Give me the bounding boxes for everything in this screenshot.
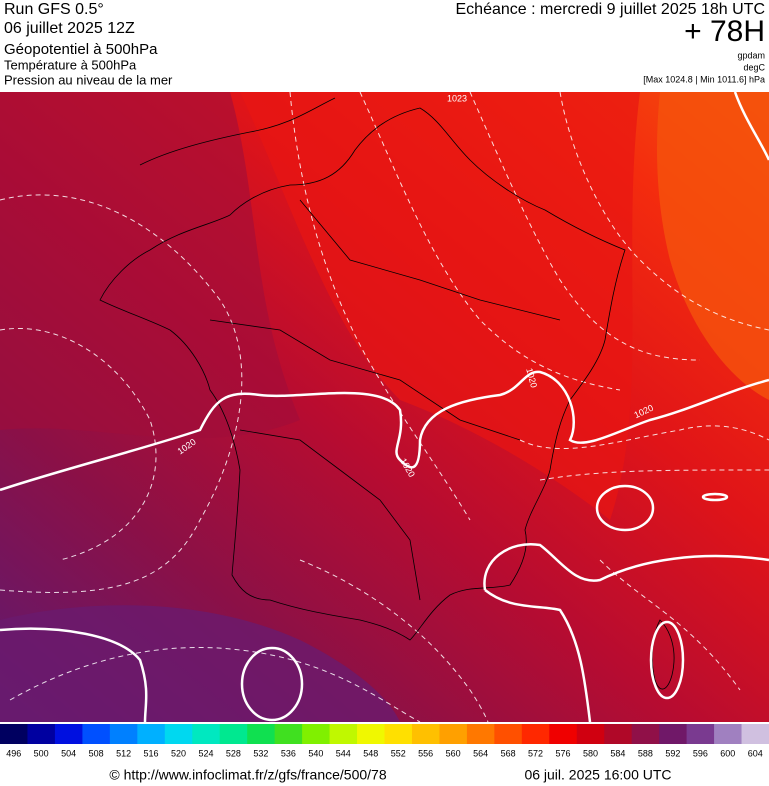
legend-label: 508 bbox=[89, 748, 104, 758]
legend-swatch bbox=[109, 724, 138, 744]
legend-swatch bbox=[137, 724, 166, 744]
legend-swatch bbox=[54, 724, 83, 744]
legend-swatch bbox=[0, 724, 28, 744]
legend-swatch bbox=[659, 724, 688, 744]
coastlines bbox=[99, 97, 675, 690]
legend-swatch bbox=[82, 724, 111, 744]
legend-label: 536 bbox=[281, 748, 296, 758]
legend-swatch bbox=[604, 724, 633, 744]
legend-swatch bbox=[411, 724, 440, 744]
legend-label: 516 bbox=[144, 748, 159, 758]
legend-swatch bbox=[741, 724, 769, 744]
legend-swatch bbox=[164, 724, 193, 744]
legend-label: 552 bbox=[391, 748, 406, 758]
legend-swatch bbox=[357, 724, 385, 744]
unit-temp: degC bbox=[743, 62, 765, 72]
legend-label: 572 bbox=[528, 748, 543, 758]
lead-time: + 78H bbox=[684, 15, 765, 48]
field-pressure: Pression au niveau de la mer bbox=[4, 72, 173, 87]
legend-label: 524 bbox=[198, 748, 213, 758]
legend-label: 496 bbox=[6, 748, 21, 758]
legend-label: 584 bbox=[610, 748, 625, 758]
legend-swatch bbox=[439, 724, 468, 744]
legend-swatch bbox=[686, 724, 715, 744]
echeance: Echéance : mercredi 9 juillet 2025 18h U… bbox=[456, 1, 766, 18]
legend-swatch bbox=[576, 724, 605, 744]
legend-label: 500 bbox=[34, 748, 49, 758]
run-label: Run GFS 0.5° bbox=[4, 1, 104, 18]
legend-label: 564 bbox=[473, 748, 488, 758]
map bbox=[0, 92, 769, 722]
legend-label: 520 bbox=[171, 748, 186, 758]
legend-swatch bbox=[329, 724, 358, 744]
legend-label: 560 bbox=[446, 748, 461, 758]
legend-label: 604 bbox=[748, 748, 763, 758]
legend-swatch bbox=[631, 724, 660, 744]
unit-geo: gpdam bbox=[737, 50, 765, 60]
legend-swatch bbox=[302, 724, 331, 744]
legend-swatch bbox=[466, 724, 495, 744]
isotherms bbox=[0, 92, 769, 722]
field-temp: Température à 500hPa bbox=[4, 57, 137, 72]
legend-label: 580 bbox=[583, 748, 598, 758]
field-main: Géopotentiel à 500hPa bbox=[4, 41, 158, 58]
legend-label: 592 bbox=[665, 748, 680, 758]
field-zone bbox=[240, 92, 640, 520]
legend-swatch bbox=[192, 724, 221, 744]
isobar-label: 1023 bbox=[447, 93, 467, 103]
legend-swatch bbox=[27, 724, 56, 744]
legend-label: 600 bbox=[720, 748, 735, 758]
legend: 496 500 504 508 512 516 520 524 528 532 536 540 544 5… bbox=[0, 724, 769, 758]
legend-swatch bbox=[219, 724, 248, 744]
footer-timestamp: 06 juil. 2025 16:00 UTC bbox=[524, 767, 671, 783]
legend-swatch bbox=[549, 724, 578, 744]
run-date: 06 juillet 2025 12Z bbox=[4, 20, 135, 37]
legend-swatch bbox=[384, 724, 413, 744]
legend-swatch bbox=[247, 724, 276, 744]
legend-label: 556 bbox=[418, 748, 433, 758]
legend-label: 540 bbox=[308, 748, 323, 758]
legend-label: 504 bbox=[61, 748, 76, 758]
footer-url: © http://www.infoclimat.fr/z/gfs/france/… bbox=[109, 767, 386, 783]
legend-label: 544 bbox=[336, 748, 351, 758]
legend-label: 576 bbox=[556, 748, 571, 758]
legend-label: 532 bbox=[253, 748, 268, 758]
legend-swatch bbox=[521, 724, 550, 744]
pressure-range: [Max 1024.8 | Min 1011.6] hPa bbox=[643, 74, 765, 84]
legend-label: 528 bbox=[226, 748, 241, 758]
legend-label: 512 bbox=[116, 748, 131, 758]
legend-swatch bbox=[274, 724, 303, 744]
legend-label: 596 bbox=[693, 748, 708, 758]
isobars bbox=[0, 92, 769, 722]
legend-label: 568 bbox=[501, 748, 516, 758]
legend-swatch bbox=[494, 724, 523, 744]
legend-label: 548 bbox=[363, 748, 378, 758]
legend-swatch bbox=[714, 724, 743, 744]
legend-label: 588 bbox=[638, 748, 653, 758]
field-zone bbox=[0, 92, 300, 439]
